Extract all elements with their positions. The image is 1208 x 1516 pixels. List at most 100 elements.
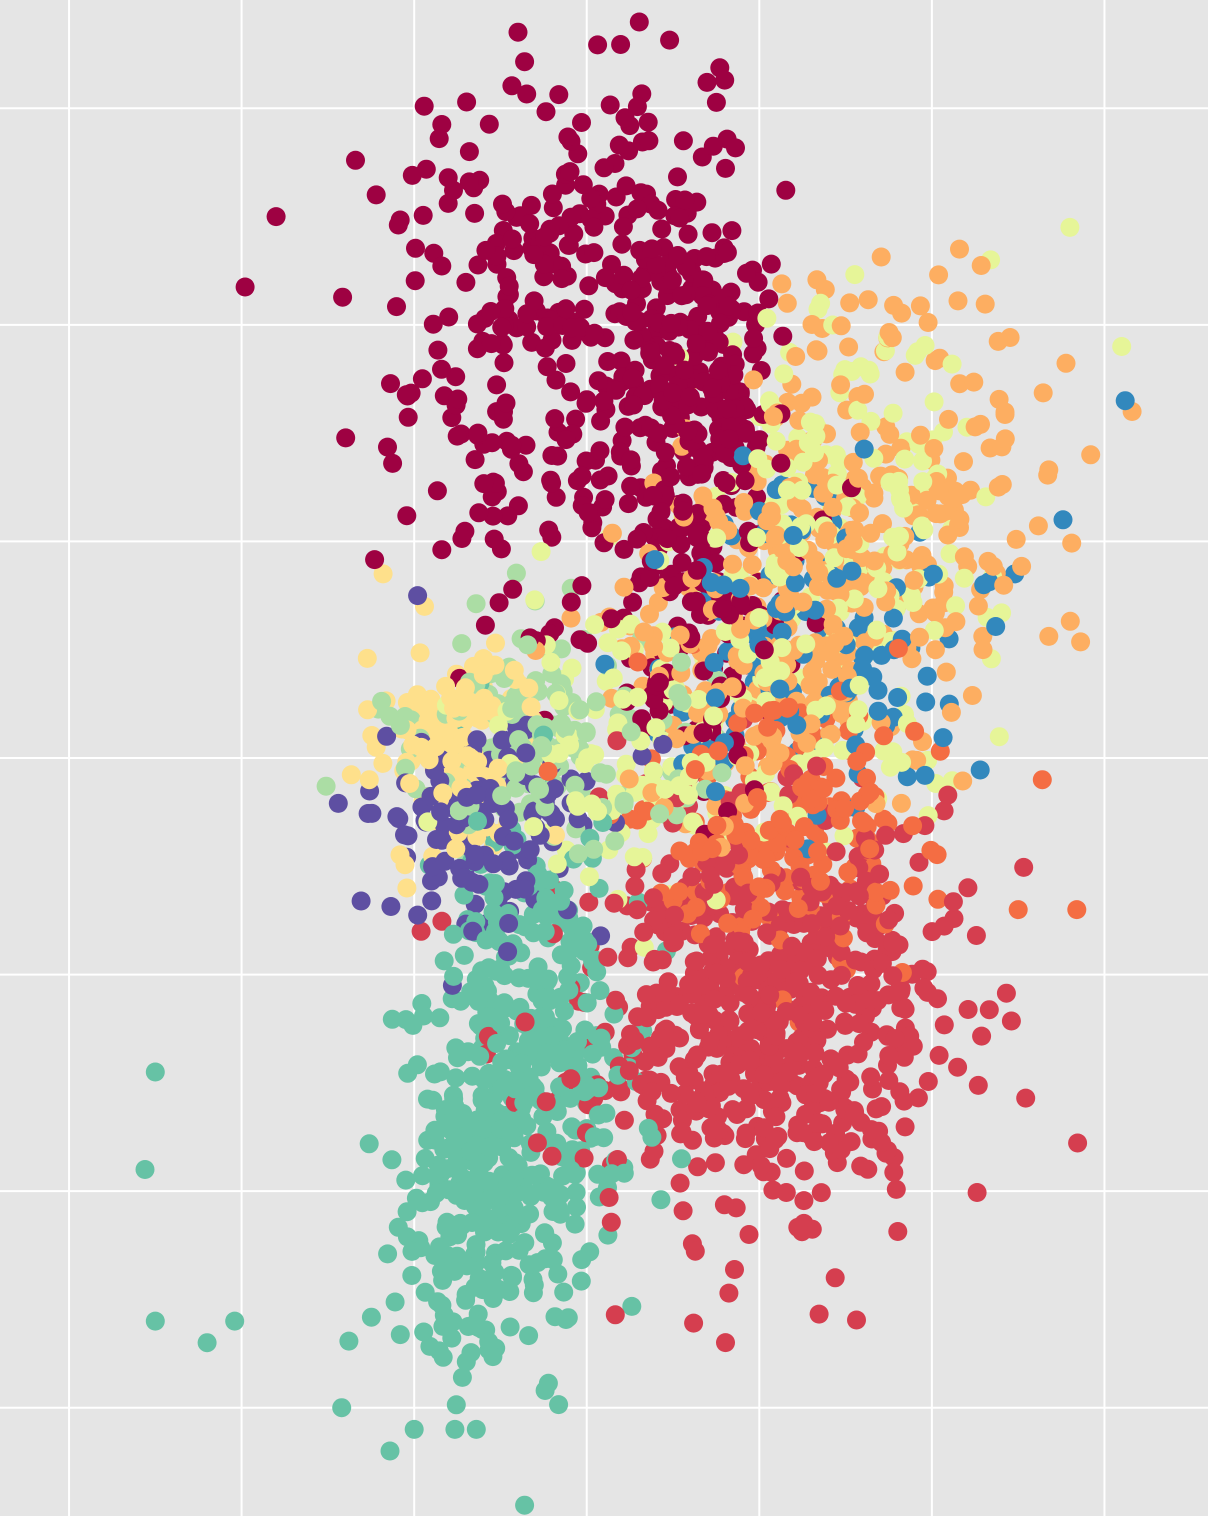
scatter-point xyxy=(453,728,473,747)
scatter-point xyxy=(883,934,903,953)
scatter-point xyxy=(470,985,490,1005)
scatter-point xyxy=(888,638,908,658)
scatter-point xyxy=(475,615,495,635)
scatter-point xyxy=(499,810,518,830)
scatter-point xyxy=(809,1066,829,1086)
scatter-point xyxy=(612,641,632,661)
scatter-point xyxy=(770,1088,790,1108)
scatter-point xyxy=(702,839,722,859)
scatter-point xyxy=(764,700,784,720)
scatter-point xyxy=(692,464,712,484)
scatter-point xyxy=(663,926,683,946)
scatter-point xyxy=(880,880,900,900)
scatter-point xyxy=(1068,1133,1088,1153)
scatter-point xyxy=(552,269,572,289)
scatter-point xyxy=(474,1091,494,1111)
scatter-point xyxy=(720,993,740,1013)
scatter-point xyxy=(757,923,777,943)
scatter-point xyxy=(777,1148,796,1168)
scatter-point xyxy=(843,532,863,552)
scatter-point xyxy=(741,830,761,850)
scatter-point xyxy=(572,113,591,132)
scatter-point xyxy=(688,524,708,544)
scatter-point xyxy=(535,922,555,941)
scatter-point xyxy=(747,788,767,808)
scatter-point xyxy=(1006,529,1026,549)
scatter-point xyxy=(894,1047,914,1067)
scatter-point xyxy=(332,1398,352,1418)
scatter-point xyxy=(961,480,980,500)
scatter-point xyxy=(714,1195,734,1215)
scatter-point xyxy=(481,334,501,354)
scatter-point xyxy=(879,910,899,930)
scatter-point xyxy=(929,481,949,501)
scatter-point xyxy=(581,189,601,209)
scatter-point xyxy=(672,1122,692,1142)
scatter-point xyxy=(488,758,508,778)
scatter-point xyxy=(506,1155,526,1175)
scatter-point xyxy=(540,870,559,890)
scatter-point xyxy=(479,114,499,134)
scatter-point xyxy=(445,1419,465,1439)
scatter-point xyxy=(649,672,669,692)
scatter-point xyxy=(561,592,581,612)
scatter-point xyxy=(888,1222,908,1241)
scatter-point xyxy=(874,726,894,746)
scatter-point xyxy=(698,321,718,341)
scatter-point xyxy=(614,1110,634,1130)
scatter-point xyxy=(598,633,618,653)
scatter-point xyxy=(791,867,811,887)
scatter-point xyxy=(740,1086,760,1106)
scatter-point xyxy=(761,254,781,274)
scatter-point xyxy=(792,393,812,413)
scatter-point xyxy=(390,1325,410,1345)
scatter-point xyxy=(636,985,656,1005)
scatter-point xyxy=(432,911,452,931)
scatter-point xyxy=(1056,353,1076,373)
scatter-point xyxy=(848,400,868,420)
scatter-point xyxy=(457,92,477,112)
scatter-point xyxy=(627,199,647,219)
scatter-point xyxy=(605,831,625,851)
scatter-point xyxy=(735,756,755,776)
scatter-point xyxy=(586,692,606,712)
scatter-point xyxy=(1028,516,1048,536)
scatter-point xyxy=(790,1119,809,1139)
scatter-point xyxy=(640,604,659,624)
scatter-point xyxy=(439,307,459,327)
scatter-point xyxy=(707,815,727,835)
scatter-point xyxy=(929,265,949,285)
scatter-point xyxy=(859,360,879,380)
scatter-point xyxy=(734,1155,754,1175)
scatter-point xyxy=(797,733,817,753)
scatter-point xyxy=(621,280,641,300)
scatter-point xyxy=(923,564,943,584)
scatter-point xyxy=(964,372,984,392)
scatter-point xyxy=(788,1217,808,1237)
scatter-point xyxy=(854,1032,873,1052)
scatter-point xyxy=(466,969,486,989)
scatter-point xyxy=(687,951,707,971)
scatter-point xyxy=(716,158,735,178)
scatter-point xyxy=(758,717,778,737)
scatter-point xyxy=(524,1275,544,1295)
scatter-point xyxy=(973,626,993,646)
scatter-point xyxy=(465,1314,485,1334)
scatter-point xyxy=(473,665,493,685)
scatter-point xyxy=(457,1177,477,1197)
scatter-point xyxy=(619,1061,639,1081)
scatter-point xyxy=(381,374,400,394)
scatter-point xyxy=(678,421,698,441)
scatter-point xyxy=(602,523,622,543)
scatter-point xyxy=(894,1091,914,1111)
scatter-point xyxy=(917,666,937,686)
scatter-point xyxy=(445,1261,464,1281)
scatter-point xyxy=(396,1010,416,1030)
scatter-point xyxy=(655,442,675,462)
scatter-point xyxy=(584,1127,604,1147)
scatter-point xyxy=(668,684,688,703)
scatter-point xyxy=(414,96,434,116)
scatter-point xyxy=(534,1182,554,1202)
scatter-point xyxy=(427,830,446,849)
scatter-point xyxy=(549,85,569,105)
